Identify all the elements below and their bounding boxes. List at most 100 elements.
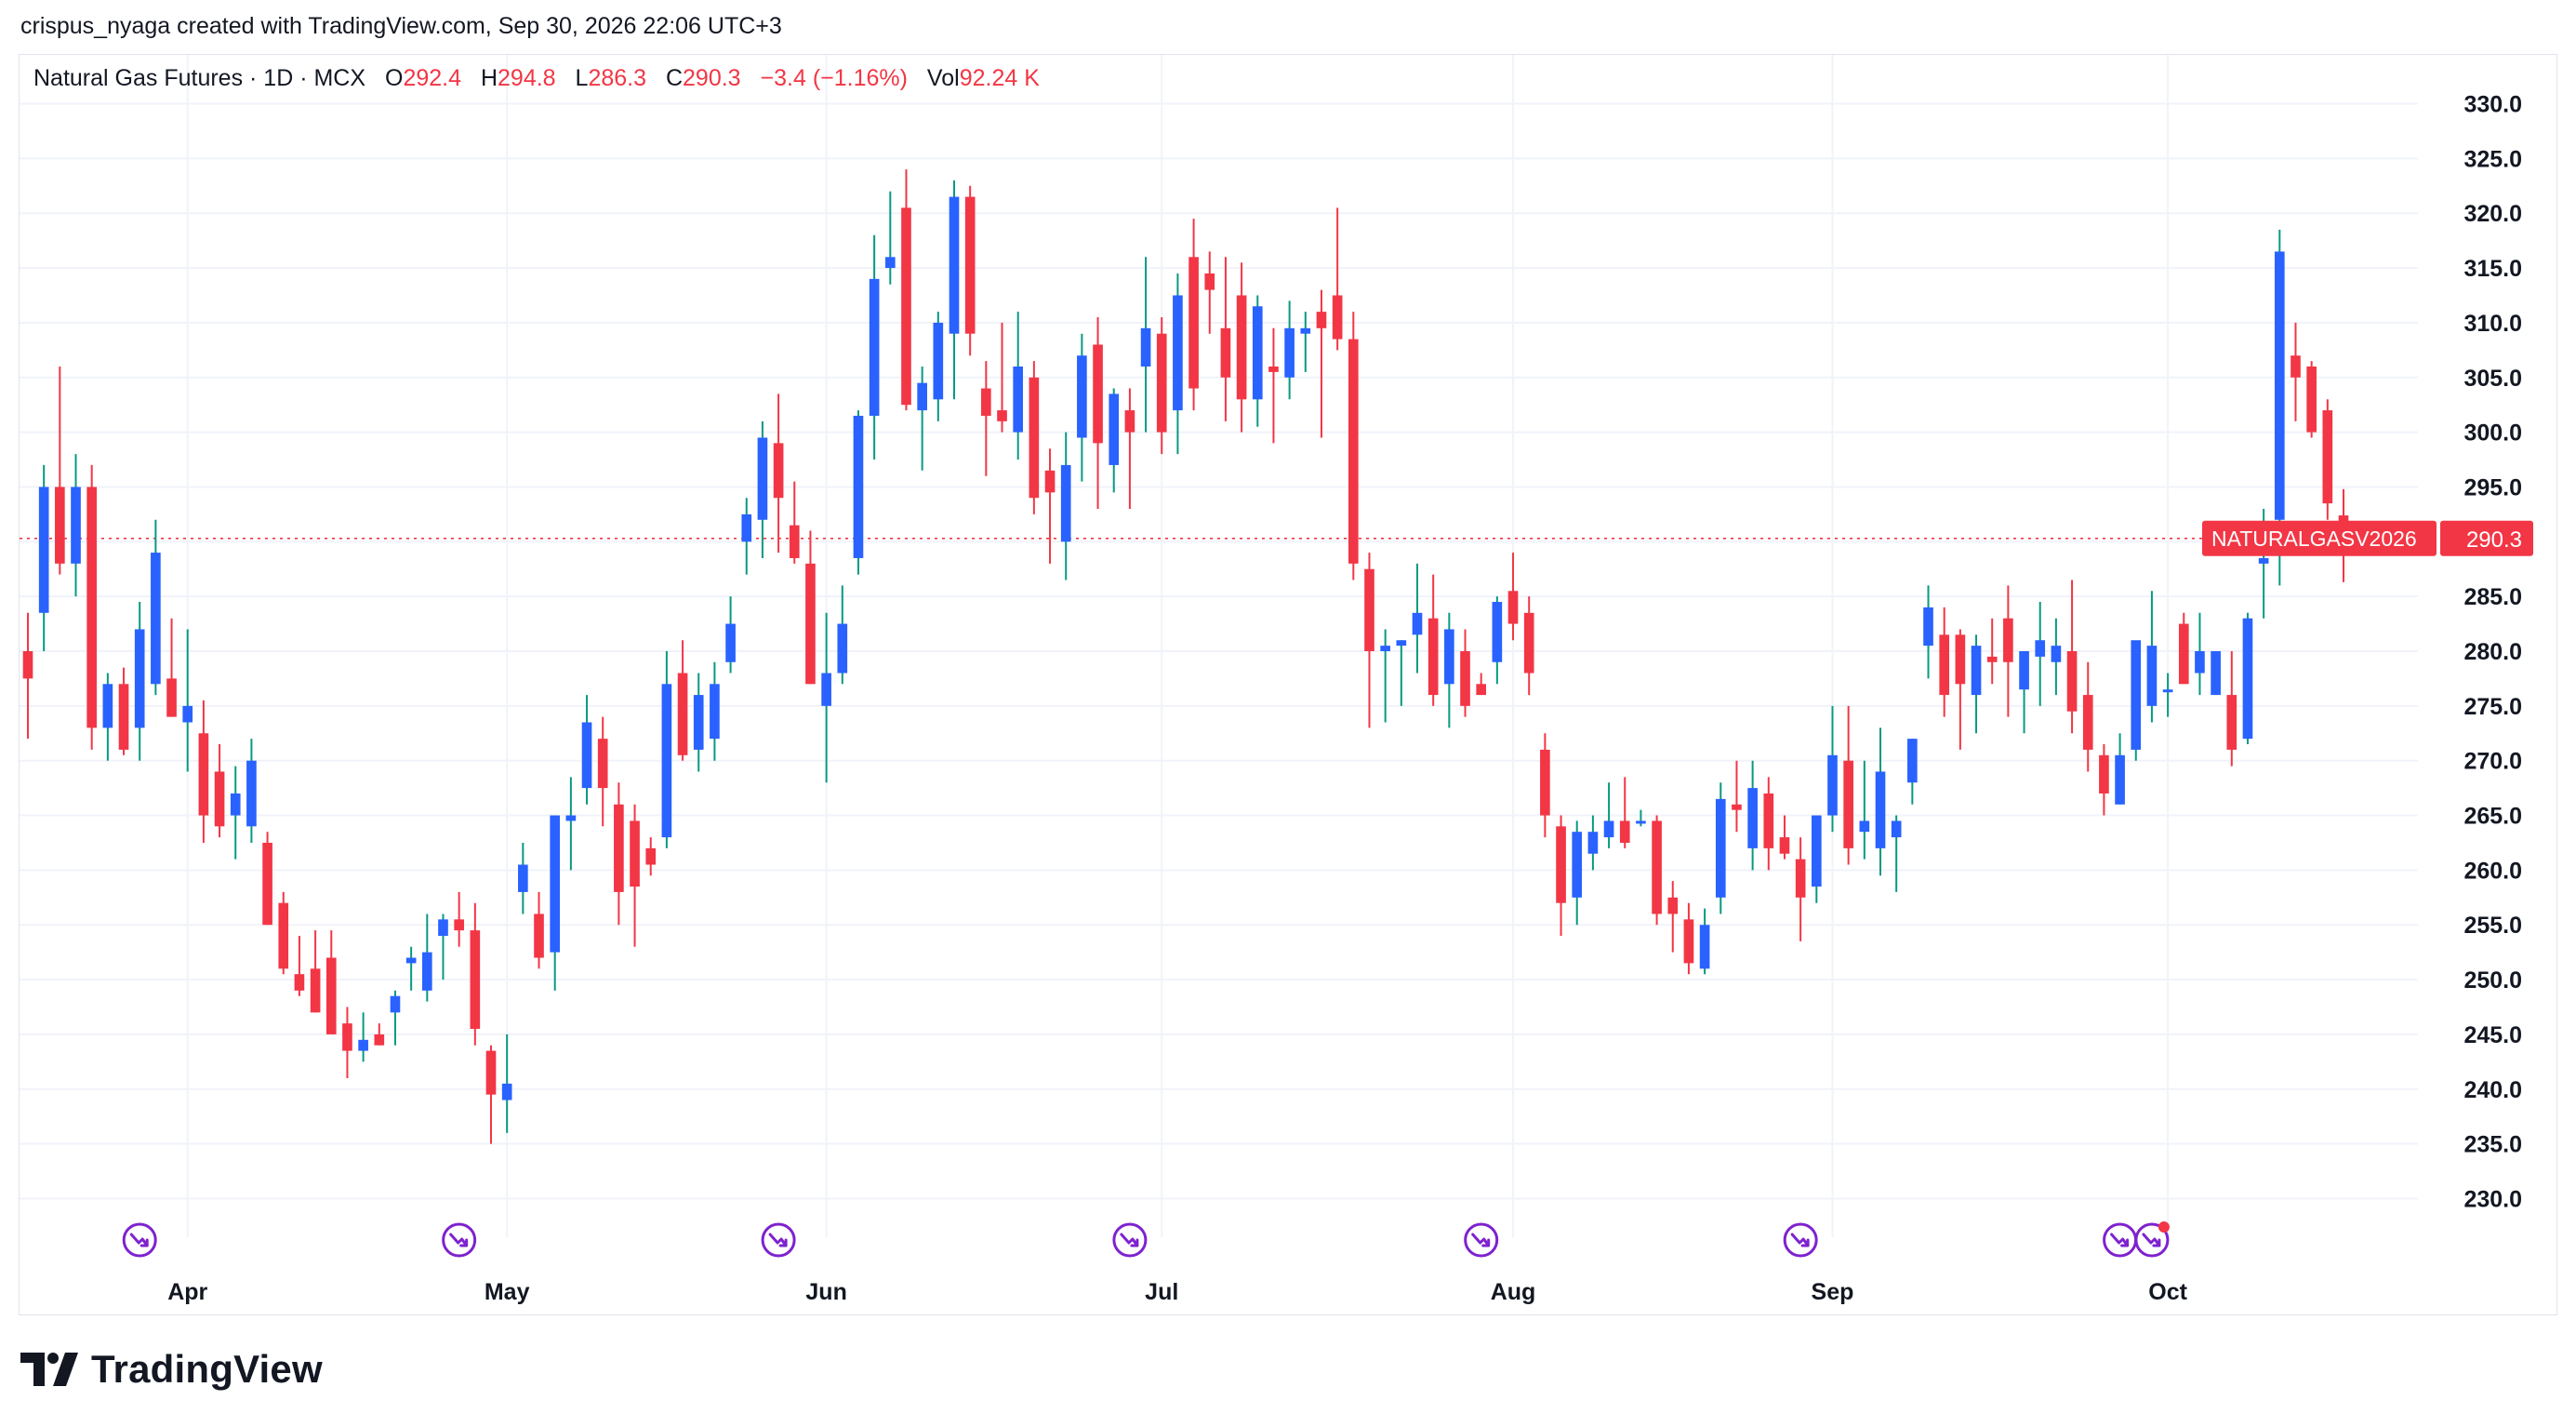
event-marker-icon[interactable] — [1464, 1222, 1499, 1258]
candle-body — [1667, 897, 1679, 914]
candle-body — [1715, 798, 1726, 898]
event-marker-icon[interactable] — [122, 1222, 157, 1258]
candle-body — [1140, 327, 1151, 367]
candle-body — [1236, 295, 1247, 400]
candle-body — [757, 437, 768, 520]
candle-body — [1077, 355, 1087, 438]
candle — [1300, 312, 1311, 372]
candle — [22, 612, 33, 740]
candle-body — [1955, 634, 1966, 685]
candle-body — [1572, 832, 1583, 898]
event-marker-icon[interactable] — [2103, 1222, 2138, 1258]
candle-body — [2019, 651, 2029, 690]
candle-body — [630, 820, 640, 887]
candle-body — [1891, 820, 1902, 838]
candle — [1859, 760, 1870, 860]
price-tick-label: 295.0 — [2463, 474, 2522, 500]
candle — [38, 464, 49, 651]
candle — [2035, 602, 2046, 706]
candle — [1188, 219, 1199, 411]
candle — [1364, 553, 1374, 728]
candle — [630, 804, 640, 947]
candle — [518, 842, 528, 914]
tradingview-brand[interactable]: TradingView — [20, 1347, 323, 1392]
price-tick-label: 230.0 — [2463, 1186, 2522, 1212]
event-marker-icon[interactable] — [1783, 1222, 1818, 1258]
chart-pane[interactable] — [19, 54, 2557, 1315]
candle — [565, 777, 577, 871]
event-marker-arrow — [2142, 1233, 2161, 1247]
candle-body — [325, 957, 337, 1034]
symbol-tag-bg — [2202, 520, 2437, 556]
time-tick-label: May — [485, 1279, 530, 1305]
candle — [853, 410, 864, 575]
candle — [1332, 207, 1343, 351]
grid — [20, 55, 2418, 1237]
candle-body — [581, 722, 592, 789]
candle — [1652, 815, 1662, 926]
candle — [2051, 618, 2062, 696]
candle — [1492, 596, 1503, 685]
candle — [2195, 612, 2205, 696]
candle — [981, 361, 991, 476]
price-tag-bg — [2440, 520, 2533, 556]
candle — [2226, 651, 2237, 767]
candle-body — [1460, 651, 1470, 706]
candlestick-chart[interactable]: 330.0 325.0 320.0 315.0 310.0 305.0 300.0 295.0… — [0, 0, 2576, 1315]
price-tick-label: 310.0 — [2463, 311, 2522, 337]
candle-body — [55, 487, 65, 564]
candle-body — [1044, 470, 1056, 493]
candle-body — [710, 684, 720, 740]
candle-body — [949, 196, 960, 334]
event-marker-icon[interactable] — [2134, 1221, 2170, 1258]
candle — [118, 667, 129, 755]
candle-body — [1811, 815, 1822, 887]
candle-body — [342, 1023, 352, 1051]
candle-body — [310, 968, 321, 1013]
event-marker-icon[interactable] — [761, 1222, 796, 1258]
symbol-title[interactable]: Natural Gas Futures · 1D · MCX — [33, 65, 366, 91]
candle-body — [198, 733, 209, 816]
candle — [1173, 273, 1183, 455]
candle — [645, 837, 657, 876]
candle-body — [2226, 695, 2237, 750]
candle-body — [390, 995, 401, 1013]
brand-name: TradingView — [91, 1347, 323, 1391]
event-marker-icon[interactable] — [1112, 1222, 1148, 1258]
candle-body — [2082, 695, 2093, 750]
candle — [294, 936, 305, 996]
time-axis[interactable]: Apr May Jun Jul Aug Sep Oct — [167, 1279, 2187, 1305]
candle-body — [1252, 306, 1263, 400]
event-marker-icon[interactable] — [442, 1222, 477, 1258]
candle-body — [118, 684, 129, 750]
candle-body — [86, 487, 98, 728]
candle — [1268, 327, 1279, 444]
price-tick-label: 325.0 — [2463, 146, 2522, 172]
ohlc-legend: Natural Gas Futures · 1D · MCX O292.4 H2… — [33, 65, 1040, 92]
candle-body — [614, 804, 624, 892]
candle-body — [2003, 618, 2013, 662]
candle — [837, 585, 848, 685]
event-marker-arrow — [129, 1233, 149, 1247]
last-price-tag: NATURALGASV2026 290.3 — [2202, 520, 2533, 556]
event-markers — [122, 1221, 2170, 1258]
volume-value: 92.24 K — [959, 65, 1040, 91]
candle-body — [1619, 820, 1630, 843]
candle-body — [725, 623, 736, 662]
candle-body — [246, 760, 257, 827]
price-axis[interactable]: 330.0 325.0 320.0 315.0 310.0 305.0 300.0 295.0… — [2463, 92, 2522, 1213]
candle-body — [901, 207, 911, 406]
candle — [278, 891, 289, 975]
candle — [438, 914, 448, 980]
candle — [949, 180, 960, 400]
candle-body — [2115, 754, 2125, 805]
candle — [485, 1045, 497, 1144]
candle — [677, 640, 688, 761]
candle-body — [1636, 820, 1646, 824]
candle — [1348, 312, 1359, 580]
price-tick-label: 275.0 — [2463, 694, 2522, 720]
candle-body — [789, 525, 800, 558]
close-value: 290.3 — [683, 65, 741, 91]
candle-body — [1220, 327, 1231, 378]
candle — [1779, 815, 1790, 860]
